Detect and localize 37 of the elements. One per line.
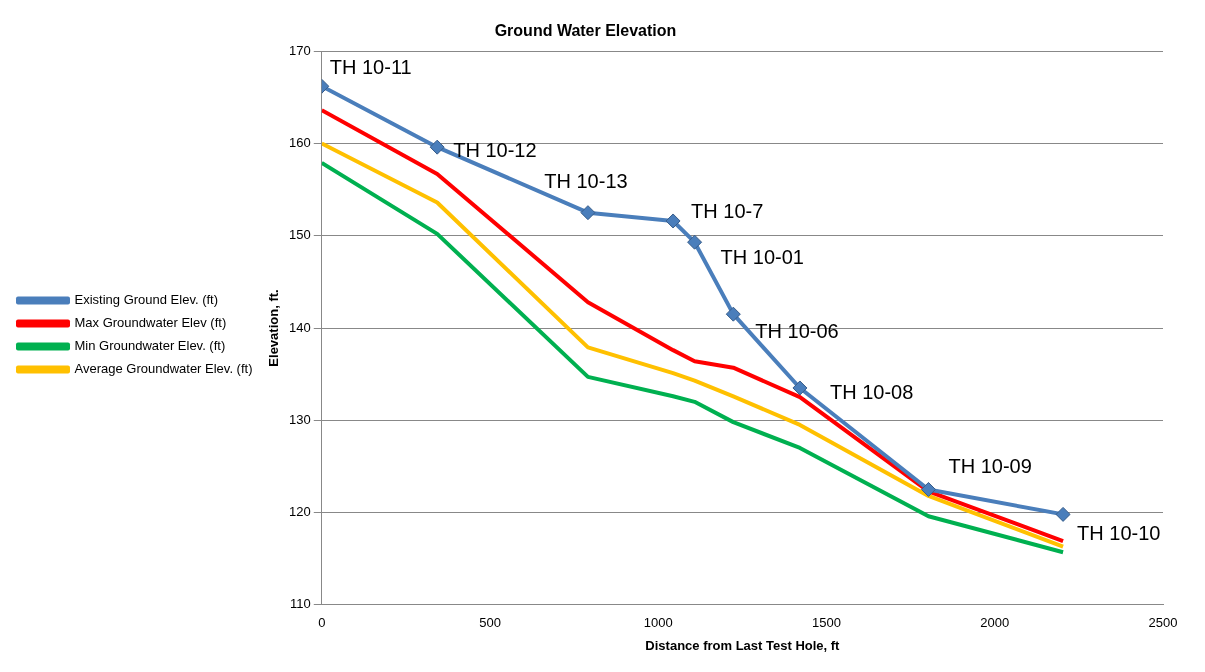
x-tick-label: 2000: [980, 615, 1010, 631]
annotation: TH 10-11: [329, 55, 412, 78]
annotation: TH 10-01: [720, 245, 804, 268]
annotation: TH 10-10: [1077, 521, 1161, 544]
annotation: TH 10-7: [691, 200, 764, 223]
point: [1055, 506, 1071, 522]
y-tick-label: 160: [289, 135, 311, 151]
annotation: TH 10-06: [755, 319, 839, 342]
point: [429, 139, 445, 155]
annotation: TH 10-12: [453, 138, 537, 161]
chart-title: Ground Water Elevation: [494, 22, 677, 40]
x-tick-label: 500: [479, 615, 501, 631]
point: [920, 481, 936, 497]
x-tick-label: 1000: [643, 615, 673, 631]
point: [665, 213, 681, 229]
legend-label: Max Groundwater Elev (ft): [74, 315, 227, 331]
point: [580, 205, 596, 221]
legend-label: Min Groundwater Elev. (ft): [74, 338, 226, 354]
x-tick-label: 1500: [812, 615, 841, 631]
x-tick-label: 0: [318, 615, 326, 631]
y-axis-title: Elevation, ft.: [265, 289, 281, 367]
y-tick-label: 120: [289, 504, 311, 520]
legend-label: Existing Ground Elev. (ft): [74, 292, 219, 308]
point: [725, 306, 741, 322]
annotation: TH 10-09: [948, 454, 1032, 477]
y-tick-label: 130: [289, 411, 311, 427]
y-tick-label: 150: [289, 227, 311, 243]
point: [687, 234, 703, 250]
y-tick-label: 170: [289, 42, 311, 58]
x-axis-title: Distance from Last Test Hole, ft: [645, 637, 841, 653]
annotation: TH 10-13: [544, 170, 628, 193]
annotation: TH 10-08: [829, 381, 914, 404]
legend-label: Average Groundwater Elev. (ft): [74, 361, 253, 377]
point: [792, 380, 808, 396]
y-tick-label: 140: [289, 319, 311, 335]
x-tick-label: 2500: [1148, 615, 1178, 631]
y-tick-label: 110: [290, 596, 311, 612]
